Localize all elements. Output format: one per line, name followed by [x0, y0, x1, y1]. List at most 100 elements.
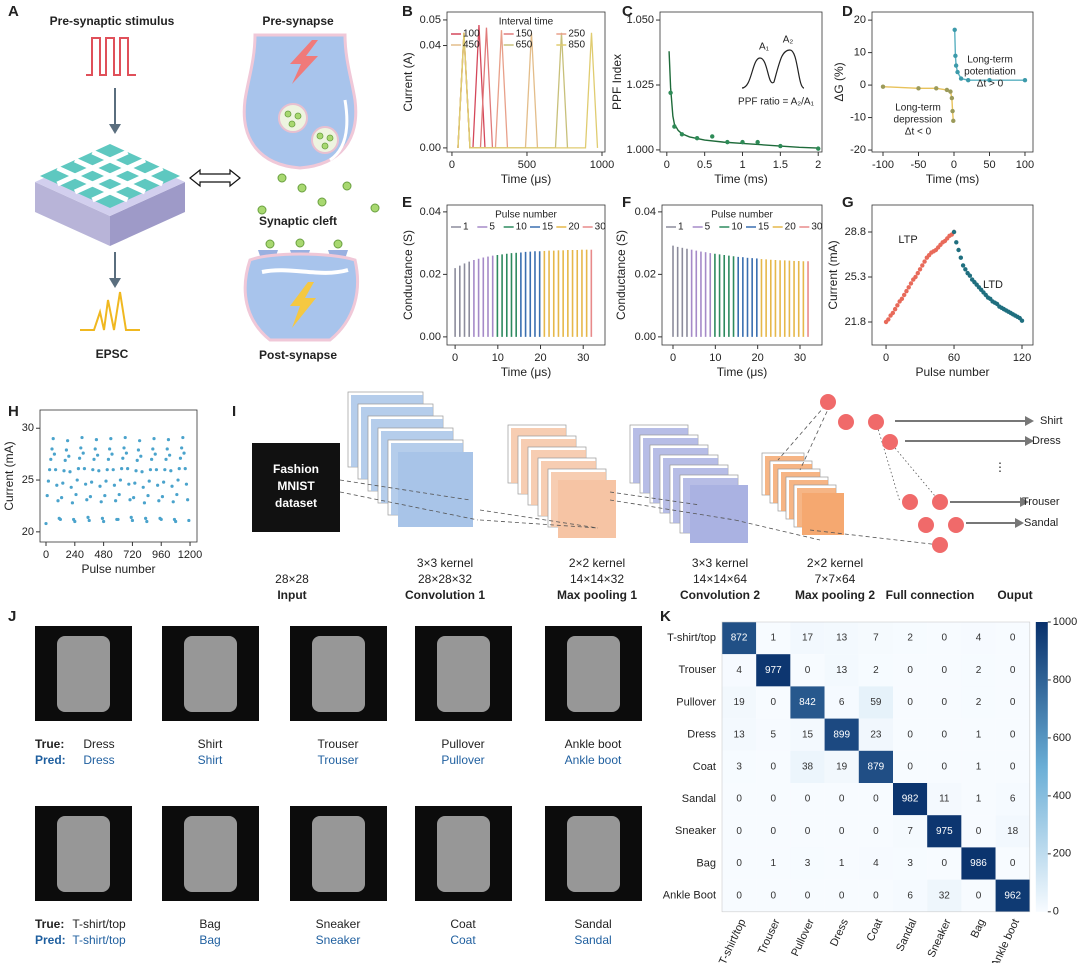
cell: [893, 622, 928, 655]
point: [96, 453, 100, 457]
row-label: Trouser: [679, 664, 717, 676]
cell: [790, 750, 825, 783]
point: [679, 132, 685, 137]
neurotransmitters: [257, 173, 380, 249]
cell: [790, 622, 825, 655]
cell: [722, 750, 757, 783]
cell: [824, 686, 859, 719]
point: [178, 456, 183, 460]
annotation: Long-term: [967, 55, 1013, 66]
arrow-head: [1025, 436, 1034, 446]
matrix-frame: [721, 621, 1031, 913]
cell-label: 1: [771, 633, 777, 644]
true-label: True:: [35, 737, 64, 751]
y-tick-label: 10: [854, 47, 866, 59]
y-axis-label: Current (mA): [826, 240, 840, 309]
true-class: Bag: [199, 917, 220, 931]
y-tick-label: 25: [22, 474, 34, 486]
point: [176, 478, 180, 482]
cell: [995, 686, 1030, 719]
point: [184, 482, 189, 486]
point: [82, 467, 87, 471]
panel-label: G: [842, 194, 854, 211]
point: [103, 493, 107, 498]
cell-label: 0: [736, 826, 742, 837]
true-class: Ankle boot: [565, 737, 622, 751]
cell: [756, 847, 791, 880]
connector: [609, 491, 701, 506]
feature-map: [802, 493, 844, 535]
x-tick-label: 0: [43, 549, 49, 561]
point: [81, 451, 85, 455]
column-label: Sneaker: [925, 917, 953, 960]
point: [114, 499, 118, 503]
cell-label: 1: [976, 794, 982, 805]
cell: [927, 783, 962, 816]
point: [112, 483, 117, 487]
x-tick-label: 0.5: [697, 159, 712, 171]
point: [886, 317, 891, 322]
y-tick-label: 1.025: [626, 79, 654, 91]
x-tick-label: 1.5: [773, 159, 788, 171]
legend-label: 650: [516, 40, 533, 51]
y-axis-label: Conductance (S): [401, 230, 415, 320]
legend-label: 5: [705, 222, 711, 233]
x-tick-label: 1: [739, 159, 745, 171]
cell: [756, 622, 791, 655]
cell-label: 0: [839, 794, 845, 805]
pred-class: Ankle boot: [565, 753, 622, 767]
point: [154, 468, 159, 472]
point: [899, 296, 905, 302]
cell-label: 32: [939, 890, 951, 901]
point: [917, 267, 923, 272]
point: [61, 481, 65, 485]
point: [102, 519, 106, 524]
cell: [961, 783, 996, 816]
cell: [961, 815, 996, 848]
connector: [875, 421, 901, 503]
cell-label: 3: [907, 858, 913, 869]
row-label: Pullover: [676, 696, 716, 708]
x-axis-label: Time (μs): [501, 365, 551, 379]
x-tick-label: 0: [883, 352, 889, 364]
series-line: [457, 32, 599, 149]
neuron: [820, 394, 836, 410]
cell-label: 4: [873, 858, 879, 869]
point: [163, 468, 167, 472]
point: [156, 483, 160, 487]
panel-label: A: [8, 3, 19, 20]
true-class: Dress: [83, 737, 114, 751]
pred-class: T-shirt/top: [72, 933, 126, 947]
x-tick-label: 0: [452, 352, 458, 364]
point: [135, 458, 139, 462]
point: [116, 517, 120, 522]
point: [892, 306, 898, 312]
colorbar-tick-label: 600: [1053, 732, 1071, 744]
plot-frame: [446, 11, 606, 153]
point: [944, 87, 950, 93]
cell: [790, 783, 825, 816]
point: [953, 63, 959, 68]
cell-label: 0: [771, 890, 777, 901]
point: [76, 467, 81, 471]
cell: [995, 879, 1030, 912]
point: [138, 439, 142, 443]
cell-label: 38: [802, 762, 814, 773]
x-tick-label: -50: [911, 159, 927, 171]
annotation: potentiation: [964, 67, 1016, 78]
sample-item: [57, 816, 110, 892]
point: [50, 447, 54, 451]
sample-item: [437, 816, 490, 892]
x-tick-label: 120: [1013, 352, 1031, 364]
cell: [927, 686, 962, 719]
cell: [722, 879, 757, 912]
cell-label: 18: [1007, 826, 1019, 837]
point: [74, 492, 78, 497]
pred-class: Sneaker: [316, 933, 361, 947]
annotation: Δt < 0: [905, 127, 932, 138]
point: [62, 469, 66, 473]
size-label: 7×7×64: [815, 572, 856, 586]
y-axis-label: PPF Index: [610, 54, 624, 110]
y-tick-label: 0.00: [420, 142, 441, 154]
sample-item: [567, 816, 620, 892]
